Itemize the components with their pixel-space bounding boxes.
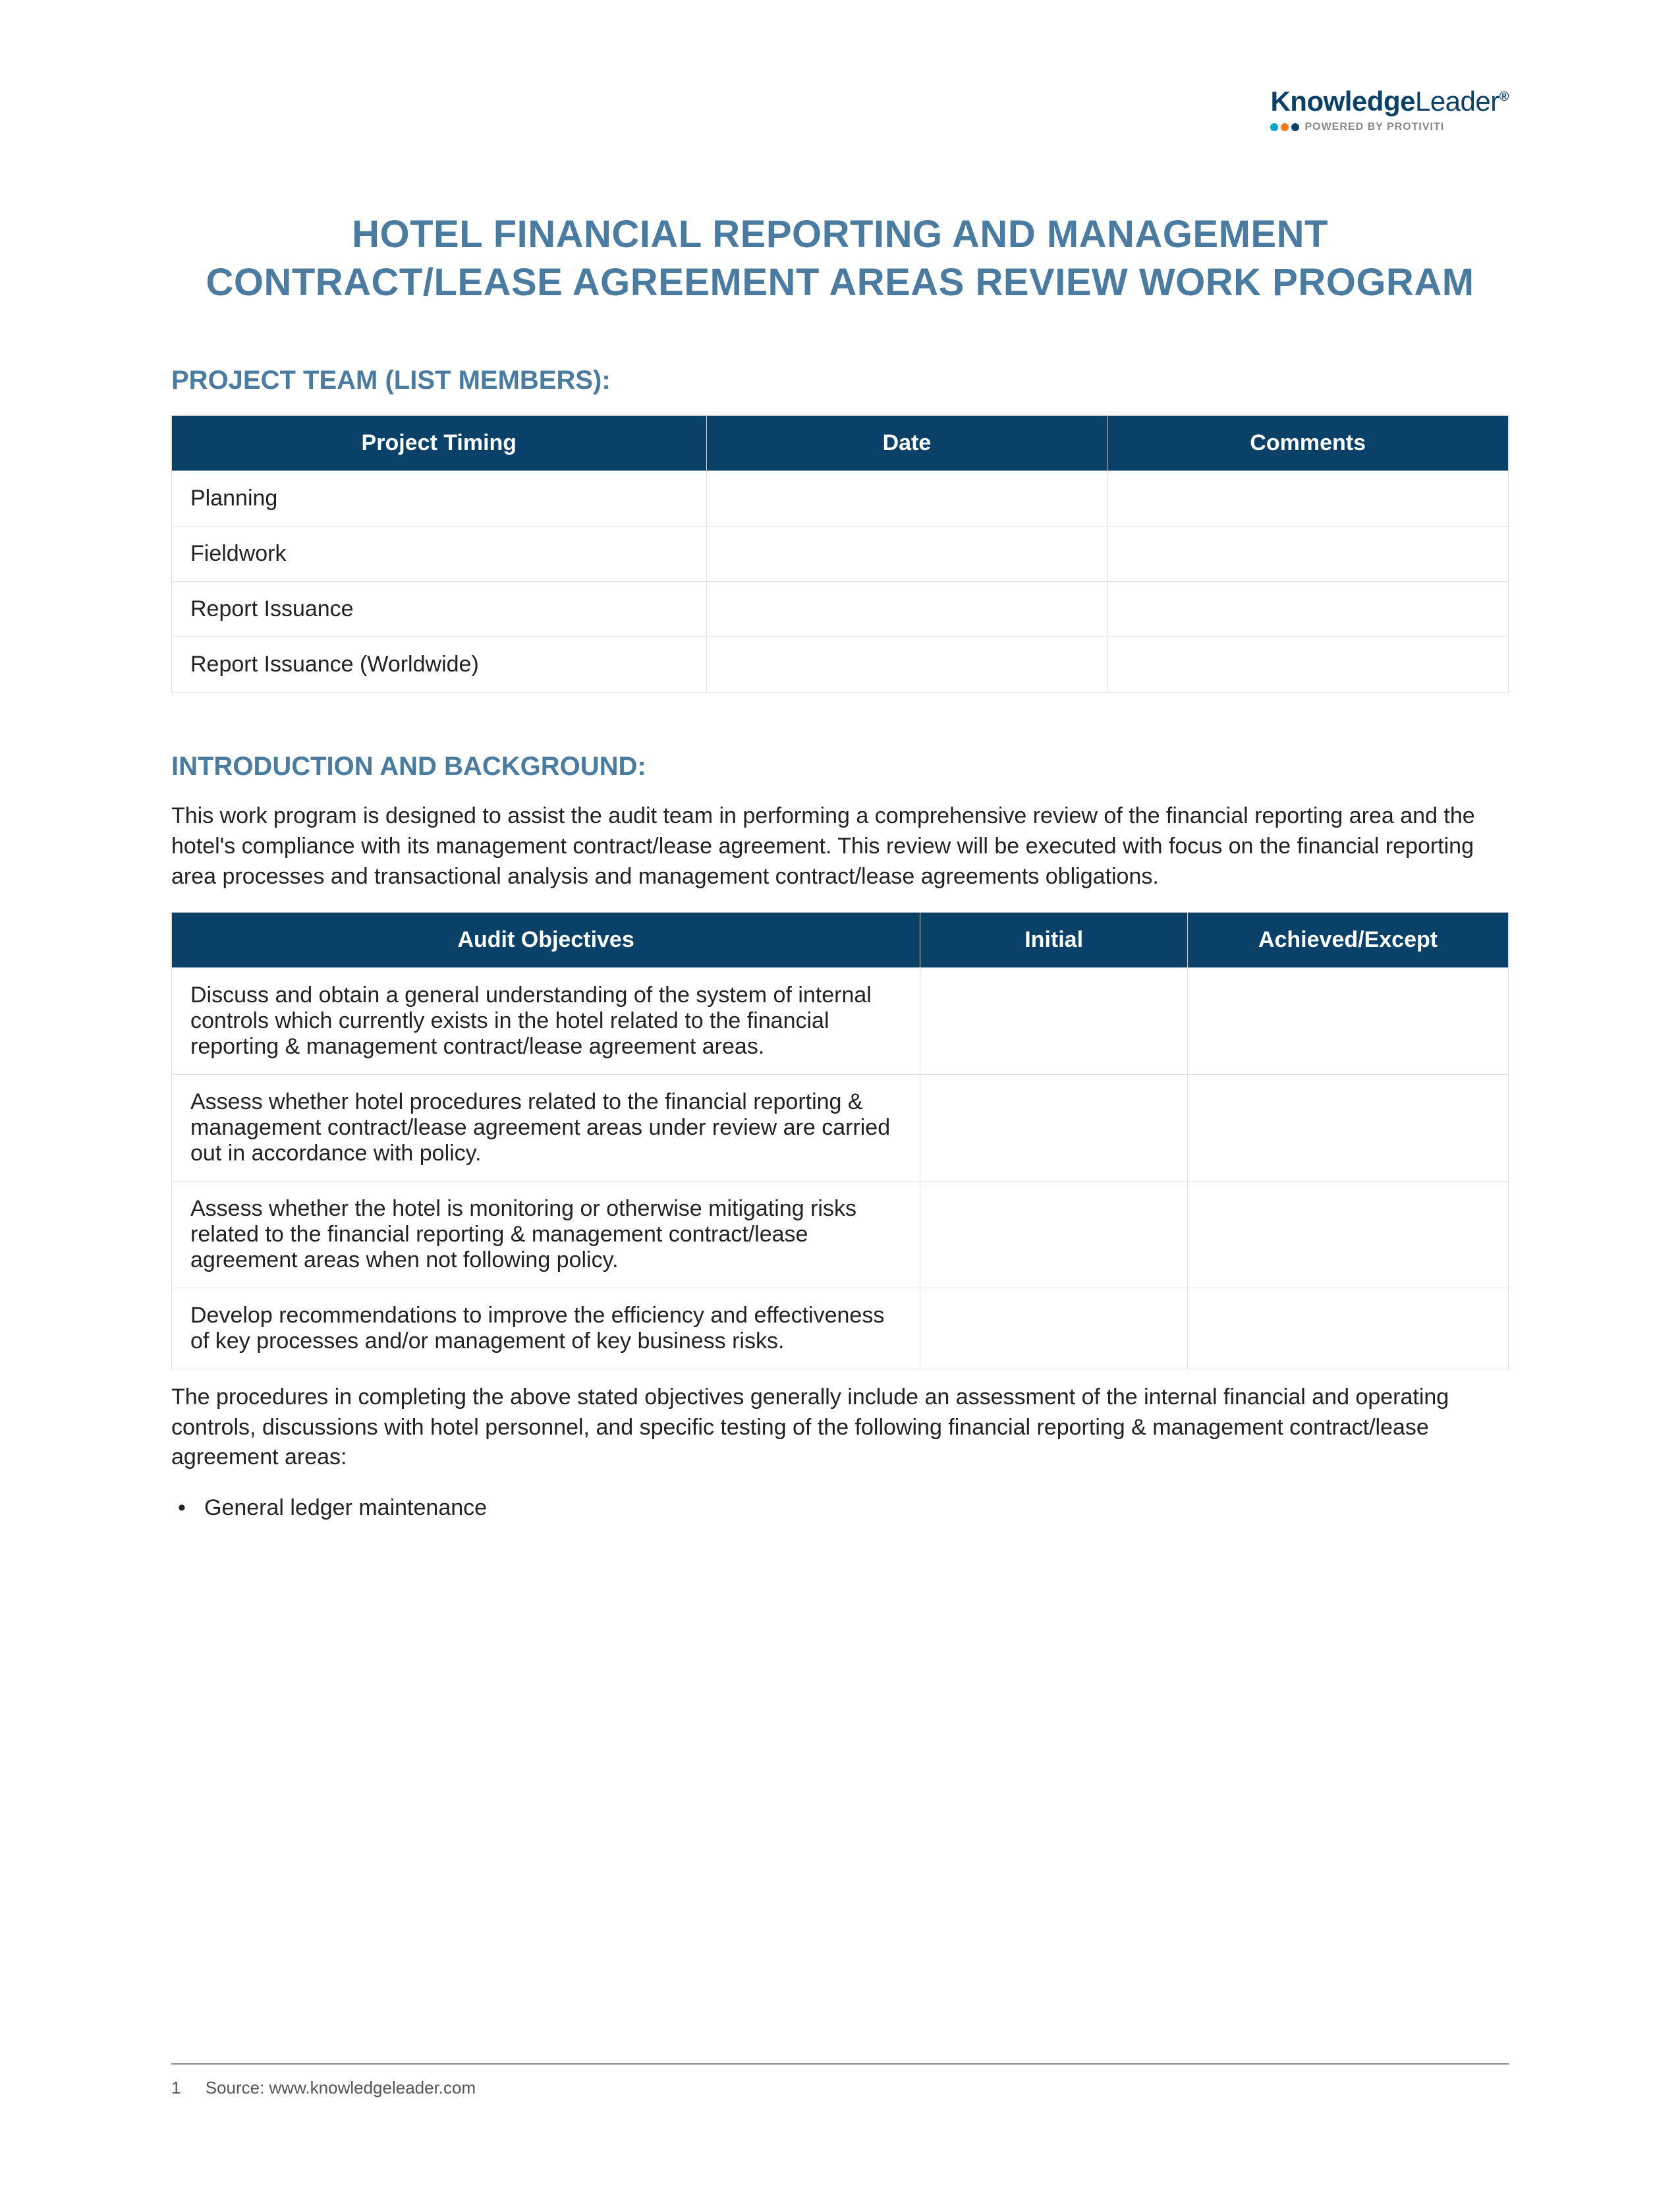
- cell: [1188, 1288, 1509, 1369]
- logo-bold: Knowledge: [1270, 86, 1415, 117]
- project-timing-body: Planning Fieldwork Report Issuance Repor…: [172, 471, 1509, 693]
- cell: Assess whether hotel procedures related …: [172, 1074, 920, 1181]
- logo-subline: POWERED BY PROTIVITI: [1270, 121, 1509, 133]
- section-heading-project-team: PROJECT TEAM (LIST MEMBERS):: [171, 366, 1509, 395]
- cell: Develop recommendations to improve the e…: [172, 1288, 920, 1369]
- project-timing-table: Project Timing Date Comments Planning Fi…: [171, 415, 1509, 693]
- logo-light: Leader: [1415, 86, 1499, 117]
- brand-logo: KnowledgeLeader® POWERED BY PROTIVITI: [1270, 86, 1509, 133]
- col-header: Project Timing: [172, 416, 707, 471]
- intro-paragraph: This work program is designed to assist …: [171, 801, 1509, 892]
- col-header: Achieved/Except: [1188, 912, 1509, 967]
- section-heading-intro: INTRODUCTION AND BACKGROUND:: [171, 752, 1509, 782]
- cell: Report Issuance (Worldwide): [172, 637, 707, 693]
- page-title: HOTEL FINANCIAL REPORTING AND MANAGEMENT…: [171, 211, 1509, 306]
- bullet-list: General ledger maintenance: [171, 1493, 1509, 1524]
- logo-registered: ®: [1499, 90, 1509, 104]
- cell: Discuss and obtain a general understandi…: [172, 967, 920, 1074]
- cell: [920, 1074, 1188, 1181]
- cell: [1188, 967, 1509, 1074]
- table-row: Assess whether hotel procedures related …: [172, 1074, 1509, 1181]
- cell: [706, 471, 1107, 527]
- cell: [920, 967, 1188, 1074]
- logo-powered-by: POWERED BY PROTIVITI: [1304, 121, 1444, 133]
- table-row: Fieldwork: [172, 527, 1509, 582]
- dot-icon: [1270, 123, 1278, 131]
- logo-wordmark: KnowledgeLeader®: [1270, 86, 1509, 117]
- cell: [1107, 527, 1509, 582]
- page-footer: 1 Source: www.knowledgeleader.com: [171, 2063, 1509, 2098]
- cell: [920, 1181, 1188, 1288]
- list-item: General ledger maintenance: [178, 1493, 1509, 1524]
- dot-icon: [1291, 123, 1299, 131]
- table-row: Planning: [172, 471, 1509, 527]
- cell: [706, 637, 1107, 693]
- audit-objectives-table: Audit Objectives Initial Achieved/Except…: [171, 912, 1509, 1369]
- col-header: Date: [706, 416, 1107, 471]
- document-page: KnowledgeLeader® POWERED BY PROTIVITI HO…: [0, 0, 1680, 2197]
- logo-dots: [1270, 123, 1299, 131]
- table-row: Report Issuance: [172, 582, 1509, 637]
- cell: [1107, 582, 1509, 637]
- cell: [920, 1288, 1188, 1369]
- cell: [1107, 637, 1509, 693]
- cell: [1188, 1074, 1509, 1181]
- col-header: Comments: [1107, 416, 1509, 471]
- dot-icon: [1281, 123, 1289, 131]
- outro-paragraph: The procedures in completing the above s…: [171, 1383, 1509, 1473]
- footer-source: Source: www.knowledgeleader.com: [206, 2078, 476, 2097]
- table-row: Develop recommendations to improve the e…: [172, 1288, 1509, 1369]
- cell: Fieldwork: [172, 527, 707, 582]
- cell: [1107, 471, 1509, 527]
- cell: [706, 582, 1107, 637]
- cell: Report Issuance: [172, 582, 707, 637]
- table-row: Report Issuance (Worldwide): [172, 637, 1509, 693]
- col-header: Audit Objectives: [172, 912, 920, 967]
- audit-objectives-body: Discuss and obtain a general understandi…: [172, 967, 1509, 1369]
- col-header: Initial: [920, 912, 1188, 967]
- cell: [706, 527, 1107, 582]
- table-row: Assess whether the hotel is monitoring o…: [172, 1181, 1509, 1288]
- table-row: Discuss and obtain a general understandi…: [172, 967, 1509, 1074]
- cell: Planning: [172, 471, 707, 527]
- cell: [1188, 1181, 1509, 1288]
- page-number: 1: [171, 2078, 181, 2097]
- cell: Assess whether the hotel is monitoring o…: [172, 1181, 920, 1288]
